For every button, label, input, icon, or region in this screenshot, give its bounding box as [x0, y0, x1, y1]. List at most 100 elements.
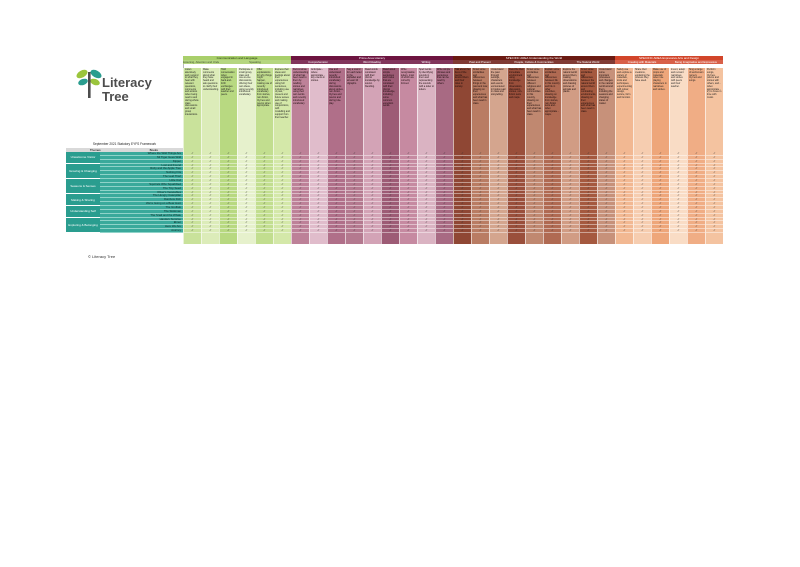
objective-statement: Know some similarities and differences b…	[527, 68, 542, 116]
tick-cell: ✓	[490, 155, 507, 160]
tick-cell: ✓	[202, 205, 219, 210]
tick-cell: ✓	[616, 174, 633, 180]
tick-cell: ✓	[598, 228, 615, 234]
tick-cell: ✓	[310, 194, 327, 199]
tick-cell: ✓	[706, 186, 723, 191]
tick-cell: ✓	[454, 213, 471, 218]
tick-cell: ✓	[436, 170, 453, 176]
tick-cell: ✓	[238, 167, 255, 172]
tick-cell: ✓	[616, 221, 633, 226]
tick-cell: ✓	[382, 167, 399, 172]
tick-cell: ✓	[598, 217, 615, 222]
tick-cell: ✓	[670, 170, 687, 176]
tick-cell: ✓	[580, 209, 597, 214]
tick-cell: ✓	[436, 178, 453, 183]
logo-line-1: Literacy	[102, 75, 152, 90]
tick-cell: ✓	[472, 205, 489, 210]
tick-cell: ✓	[508, 201, 525, 207]
tick-cell: ✓	[580, 159, 597, 164]
tick-cell: ✓	[508, 213, 525, 218]
tick-cell: ✓	[688, 190, 705, 195]
tick-cell: ✓	[490, 159, 507, 164]
tick-cell: ✓	[292, 190, 309, 195]
tick-cell: ✓	[238, 224, 255, 230]
area-header: Prime Area Literacy	[291, 56, 453, 60]
tick-cell: ✓	[544, 213, 561, 218]
tick-cell: ✓	[526, 170, 543, 176]
tick-cell: ✓	[382, 217, 399, 222]
tick-cell: ✓	[490, 163, 507, 168]
tick-cell: ✓	[418, 186, 435, 191]
tick-cell: ✓	[490, 224, 507, 230]
tick-cell: ✓	[688, 163, 705, 168]
tick-cell: ✓	[400, 228, 417, 234]
objective-column: Express their ideas and feelings about t…	[273, 68, 291, 244]
tick-cell: ✓	[292, 174, 309, 180]
tick-cell: ✓	[616, 217, 633, 222]
objective-statement: Anticipate - where appropriate - key eve…	[311, 68, 325, 83]
tick-cell: ✓	[508, 205, 525, 210]
tick-cell: ✓	[382, 197, 399, 203]
tick-cell: ✓	[238, 221, 255, 226]
tick-cell: ✓	[580, 221, 597, 226]
tick-cell: ✓	[670, 213, 687, 218]
theme-cell: Seasons & Senses	[66, 179, 100, 195]
objective-column: Know some similarities and differences b…	[579, 68, 597, 244]
tick-cell: ✓	[184, 221, 201, 226]
tick-cell: ✓	[310, 170, 327, 176]
tick-cell: ✓	[382, 213, 399, 218]
tick-cell: ✓	[580, 178, 597, 183]
area-header: SPECIFIC AREA Understanding the World	[453, 56, 615, 60]
book-row: Here We Are	[100, 225, 183, 230]
tick-cell: ✓	[580, 228, 597, 234]
tick-cell: ✓	[706, 163, 723, 168]
tick-cell: ✓	[418, 174, 435, 180]
tick-cell: ✓	[526, 182, 543, 187]
tick-cell: ✓	[184, 155, 201, 160]
book-row: Mr Tiger Goes Wild	[100, 155, 183, 160]
tick-cell: ✓	[508, 197, 525, 203]
tick-cell: ✓	[400, 186, 417, 191]
tick-cell: ✓	[544, 178, 561, 183]
tick-cell: ✓	[490, 170, 507, 176]
tick-cell: ✓	[670, 205, 687, 210]
tick-cell: ✓	[346, 186, 363, 191]
objective-column: Safely use and explore a variety of mate…	[615, 68, 633, 244]
tick-cell: ✓	[688, 228, 705, 234]
tick-cell: ✓	[472, 167, 489, 172]
tick-cell: ✓	[346, 205, 363, 210]
area-header: Communication and Language	[183, 56, 291, 60]
book-row: Nothing Fits	[100, 171, 183, 176]
tick-cell: ✓	[562, 182, 579, 187]
tick-cell: ✓	[436, 209, 453, 214]
tick-cell: ✓	[544, 163, 561, 168]
tick-cell: ✓	[508, 159, 525, 164]
tick-cell: ✓	[220, 170, 237, 176]
tick-cell: ✓	[706, 170, 723, 176]
tick-cell: ✓	[400, 155, 417, 160]
tick-cell: ✓	[670, 217, 687, 222]
tick-cell: ✓	[454, 151, 471, 156]
tick-cell: ✓	[184, 163, 201, 168]
tick-cell: ✓	[184, 170, 201, 176]
tick-cell: ✓	[382, 174, 399, 180]
tick-cell: ✓	[598, 174, 615, 180]
tick-cell: ✓	[202, 182, 219, 187]
tick-cell: ✓	[688, 209, 705, 214]
tick-cell: ✓	[526, 201, 543, 207]
tick-cell: ✓	[436, 217, 453, 222]
tick-cell: ✓	[418, 217, 435, 222]
tick-cell: ✓	[526, 159, 543, 164]
tick-cell: ✓	[598, 205, 615, 210]
objective-column: Invent, adapt and recount narratives and…	[669, 68, 687, 244]
tick-cell: ✓	[526, 224, 543, 230]
tick-cell: ✓	[544, 197, 561, 203]
tick-cell: ✓	[454, 221, 471, 226]
theme-cell: Understanding Self	[66, 206, 100, 218]
tick-cell: ✓	[256, 197, 273, 203]
tick-cell: ✓	[202, 201, 219, 207]
tick-cell: ✓	[238, 190, 255, 195]
tick-cell: ✓	[310, 209, 327, 214]
subarea-header: Speaking	[219, 60, 291, 64]
tick-cell: ✓	[418, 159, 435, 164]
